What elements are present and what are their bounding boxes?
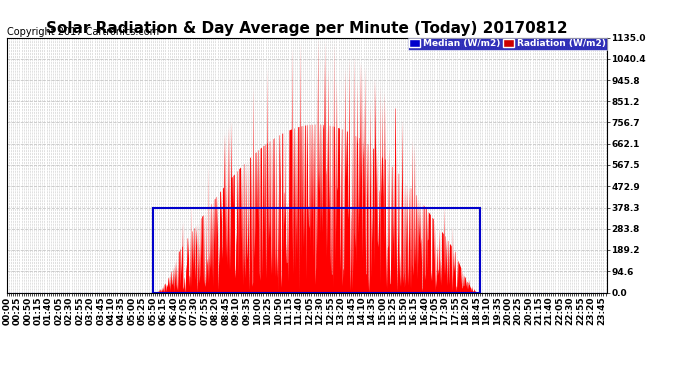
Text: Copyright 2017 Cartronics.com: Copyright 2017 Cartronics.com	[7, 27, 159, 37]
Title: Solar Radiation & Day Average per Minute (Today) 20170812: Solar Radiation & Day Average per Minute…	[46, 21, 568, 36]
Bar	[153, 207, 480, 292]
Legend: Median (W/m2), Radiation (W/m2): Median (W/m2), Radiation (W/m2)	[408, 38, 607, 50]
